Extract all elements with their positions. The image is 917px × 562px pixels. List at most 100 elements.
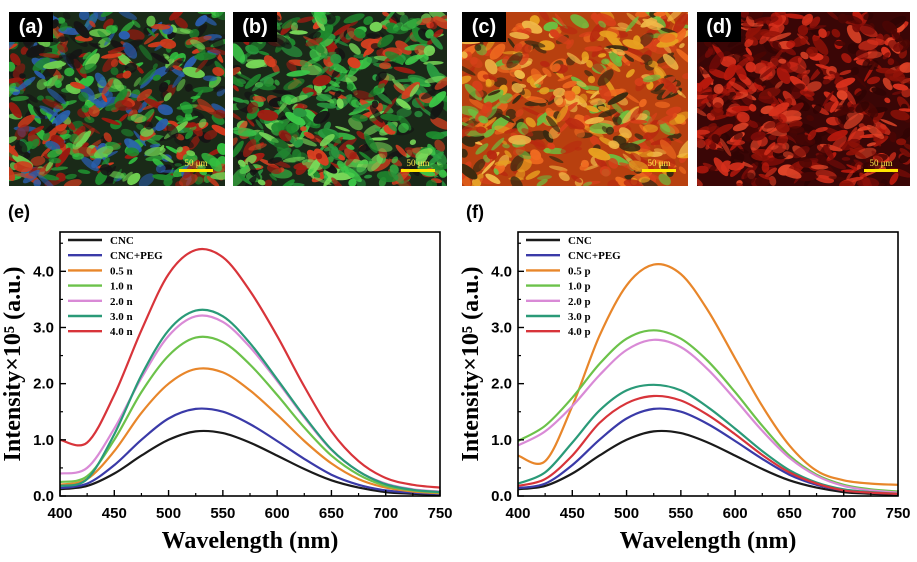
- micrograph-domain: [346, 83, 354, 91]
- micrograph-c: (c) 50 μm: [462, 12, 688, 186]
- micrograph-domain: [484, 59, 498, 75]
- micrograph-domain: [502, 143, 510, 149]
- micrograph-domain: [252, 76, 269, 92]
- micrograph-domain: [798, 123, 816, 133]
- micrograph-domain: [601, 58, 610, 65]
- micrograph-domain: [331, 177, 346, 186]
- micrograph-domain: [841, 156, 851, 161]
- micrograph-domain: [122, 42, 138, 59]
- micrograph-a: (a) 50 μm: [9, 12, 225, 186]
- micrograph-domain: [197, 12, 215, 15]
- micrograph-domain: [654, 101, 671, 109]
- micrograph-domain: [41, 98, 64, 110]
- micrograph-domain: [889, 172, 899, 185]
- micrograph-domain: [286, 122, 298, 134]
- micrograph-domain: [599, 166, 612, 177]
- micrograph-domain: [379, 62, 392, 70]
- micrograph-domain: [570, 175, 582, 183]
- micrograph-domain: [750, 131, 766, 141]
- micrograph-domain: [212, 37, 224, 49]
- micrograph-domain: [59, 22, 68, 32]
- micrograph-domain: [133, 130, 147, 147]
- micrograph-domain: [117, 113, 128, 123]
- micrograph-domain: [338, 137, 357, 151]
- micrograph-domain: [818, 28, 827, 39]
- micrograph-domain: [286, 70, 311, 77]
- micrograph-domain: [166, 123, 179, 139]
- micrograph-domain: [723, 64, 737, 81]
- micrograph-domain: [184, 130, 194, 140]
- micrograph-domain: [843, 14, 863, 25]
- micrograph-domain: [764, 167, 778, 177]
- micrograph-domain: [174, 163, 182, 167]
- micrograph-domain: [430, 35, 443, 50]
- micrograph-domain: [731, 105, 752, 112]
- micrograph-domain: [597, 106, 610, 112]
- micrograph-domain: [483, 128, 495, 138]
- micrograph-domain: [104, 32, 115, 46]
- micrograph-domain: [899, 148, 910, 158]
- micrograph-domain: [120, 21, 135, 34]
- micrograph-domain: [539, 60, 550, 68]
- y-tick-label: 0.0: [491, 488, 512, 505]
- micrograph-domain: [363, 133, 378, 153]
- micrograph-domain: [553, 87, 566, 98]
- micrograph-domain: [377, 34, 394, 48]
- micrograph-domain: [506, 52, 523, 69]
- micrograph-domain: [172, 65, 183, 71]
- micrograph-domain: [279, 98, 286, 105]
- micrograph-domain: [387, 121, 397, 132]
- micrograph-domain: [759, 66, 776, 79]
- micrograph-domain: [398, 123, 409, 133]
- micrograph-domain: [128, 156, 138, 165]
- micrograph-domain: [105, 141, 121, 150]
- micrograph-domain: [271, 122, 285, 133]
- micrograph-domain: [363, 123, 382, 136]
- micrograph-domain: [150, 23, 171, 30]
- micrograph-domain: [286, 61, 297, 72]
- micrograph-domain: [462, 51, 468, 59]
- micrograph-domain: [380, 24, 388, 30]
- micrograph-domain: [789, 129, 798, 138]
- micrograph-domain: [563, 90, 574, 100]
- micrograph-domain: [524, 40, 546, 48]
- micrograph-domain: [507, 37, 517, 50]
- micrograph-domain: [301, 159, 324, 171]
- micrograph-domain: [596, 13, 617, 27]
- micrograph-domain: [697, 177, 703, 186]
- legend-label: 0.5 p: [568, 265, 591, 277]
- micrograph-domain: [486, 150, 498, 160]
- micrograph-domain: [662, 53, 679, 70]
- micrograph-domain: [834, 40, 846, 47]
- micrograph-domain: [163, 92, 172, 102]
- micrograph-domain: [157, 104, 173, 116]
- micrograph-domain: [37, 95, 44, 101]
- micrograph-domain: [125, 147, 140, 157]
- micrograph-domain: [363, 48, 370, 58]
- micrograph-domain: [313, 177, 332, 186]
- micrograph-domain: [137, 100, 148, 113]
- micrograph-domain: [88, 105, 100, 117]
- y-tick-label: 3.0: [491, 319, 512, 336]
- micrograph-domain: [729, 81, 749, 94]
- micrograph-domain: [343, 165, 362, 183]
- micrograph-domain: [142, 109, 155, 122]
- micrograph-domain: [525, 96, 547, 104]
- micrograph-domain: [626, 69, 635, 78]
- micrograph-domain: [827, 129, 848, 142]
- micrograph-domain: [94, 72, 107, 87]
- micrograph-domain: [739, 149, 749, 154]
- micrograph-domain: [189, 28, 200, 39]
- micrograph-domain: [845, 90, 857, 106]
- panel-label-c: (c): [462, 12, 506, 42]
- micrograph-domain: [380, 113, 402, 122]
- micrograph-domain: [290, 22, 299, 32]
- micrograph-domain: [697, 82, 703, 92]
- micrograph-domain: [599, 30, 618, 39]
- micrograph-domain: [829, 70, 840, 80]
- scale-bar-b: 50 μm: [401, 158, 435, 172]
- micrograph-domain: [100, 12, 115, 18]
- micrograph-domain: [369, 105, 384, 123]
- scale-text-d: 50 μm: [869, 158, 893, 168]
- micrograph-domain: [800, 38, 807, 45]
